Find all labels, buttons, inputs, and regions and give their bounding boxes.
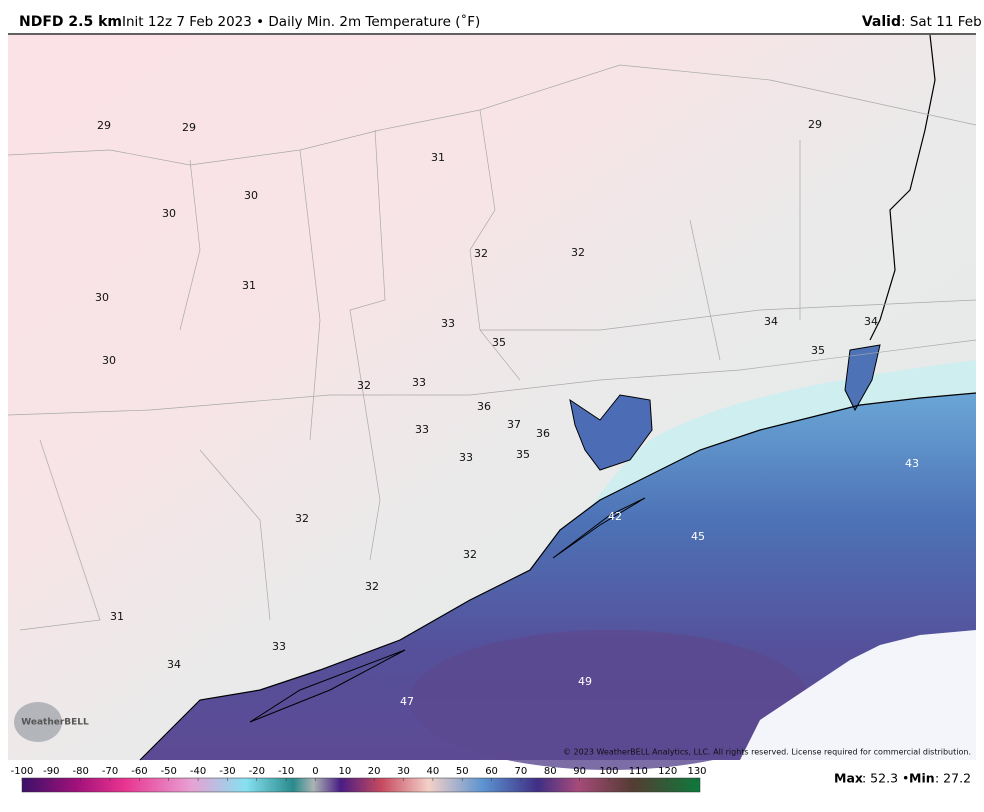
colorbar-tick-label: -90 bbox=[43, 766, 59, 777]
temperature-label: 32 bbox=[365, 580, 379, 593]
temperature-label: 34 bbox=[864, 315, 878, 328]
temperature-label: 37 bbox=[507, 418, 521, 431]
temperature-label: 47 bbox=[400, 695, 414, 708]
colorbar bbox=[21, 777, 701, 793]
temperature-label: 35 bbox=[492, 336, 506, 349]
min-text: : 27.2 bbox=[935, 771, 971, 786]
colorbar-tick-label: 130 bbox=[687, 766, 706, 777]
model: NDFD 2.5 km bbox=[19, 14, 122, 30]
temperature-label: 34 bbox=[764, 315, 778, 328]
temperature-label: 30 bbox=[162, 207, 176, 220]
temperature-label: 36 bbox=[536, 427, 550, 440]
colorbar-tick-label: -10 bbox=[278, 766, 294, 777]
colorbar-tick-label: 100 bbox=[599, 766, 618, 777]
temperature-label: 36 bbox=[477, 400, 491, 413]
temperature-label: 34 bbox=[167, 658, 181, 671]
colorbar-tick-label: -80 bbox=[73, 766, 89, 777]
temperature-label: 29 bbox=[808, 118, 822, 131]
temperature-label: 35 bbox=[516, 448, 530, 461]
temperature-label: 31 bbox=[242, 279, 256, 292]
temperature-label: 32 bbox=[295, 512, 309, 525]
colorbar-tick-label: 80 bbox=[544, 766, 557, 777]
temperature-label: 30 bbox=[95, 291, 109, 304]
description: Init 12z 7 Feb 2023 • Daily Min. 2m Temp… bbox=[122, 13, 480, 30]
temperature-label: 30 bbox=[102, 354, 116, 367]
map-labels: 29 29 31 29 30 30 32 32 31 30 33 35 34 34 35 30 32 33 36 37… bbox=[95, 118, 919, 708]
colorbar-tick-label: -60 bbox=[131, 766, 147, 777]
temperature-label: 33 bbox=[459, 451, 473, 464]
temperature-label: 32 bbox=[571, 246, 585, 259]
colorbar-tick-label: 10 bbox=[338, 766, 351, 777]
copyright: © 2023 WeatherBELL Analytics, LLC. All r… bbox=[563, 748, 971, 757]
logo-text: WeatherBELL bbox=[21, 718, 89, 728]
colorbar-tick-label: 90 bbox=[573, 766, 586, 777]
colorbar-tick-label: -70 bbox=[102, 766, 118, 777]
temperature-label: 30 bbox=[244, 189, 258, 202]
temperature-label: 35 bbox=[811, 344, 825, 357]
colorbar-tick-label: 30 bbox=[397, 766, 410, 777]
temperature-label: 33 bbox=[441, 317, 455, 330]
temperature-label: 29 bbox=[97, 119, 111, 132]
temperature-label: 33 bbox=[272, 640, 286, 653]
temperature-label: 31 bbox=[431, 151, 445, 164]
min-label: Min bbox=[909, 771, 935, 786]
max-label: Max bbox=[834, 771, 863, 786]
temperature-label: 31 bbox=[110, 610, 124, 623]
max-text: : 52.3 • bbox=[862, 771, 909, 786]
colorbar-tick-label: 60 bbox=[485, 766, 498, 777]
temperature-label: 29 bbox=[182, 121, 196, 134]
colorbar-tick-label: 0 bbox=[312, 766, 318, 777]
temperature-label: 33 bbox=[415, 423, 429, 436]
colorbar-tick-label: 110 bbox=[629, 766, 648, 777]
colorbar-tick-label: 50 bbox=[456, 766, 469, 777]
temperature-label: 49 bbox=[578, 675, 592, 688]
temperature-label: 32 bbox=[474, 247, 488, 260]
colorbar-tick-label: -30 bbox=[219, 766, 235, 777]
colorbar-tick-label: -50 bbox=[161, 766, 177, 777]
colorbar-tick-label: -20 bbox=[249, 766, 265, 777]
temperature-label: 45 bbox=[691, 530, 705, 543]
colorbar-tick-label: 40 bbox=[427, 766, 440, 777]
valid-text: : Sat 11 Feb 2023 bbox=[901, 14, 984, 30]
logo: WeatherBELL bbox=[14, 702, 89, 742]
colorbar-ticks: -100 -90 -80 -70 -60 -50 -40 -30 -20 -10 0 10 20 30 40… bbox=[11, 766, 707, 781]
valid-label: Valid bbox=[862, 14, 901, 30]
colorbar-tick-label: 120 bbox=[658, 766, 677, 777]
colorbar-tick-label: 70 bbox=[515, 766, 528, 777]
temperature-label: 32 bbox=[357, 379, 371, 392]
map bbox=[7, 34, 977, 770]
temperature-label: 42 bbox=[608, 510, 622, 523]
colorbar-tick-label: 20 bbox=[368, 766, 381, 777]
colorbar-tick-label: -40 bbox=[190, 766, 206, 777]
temperature-label: 33 bbox=[412, 376, 426, 389]
temperature-label: 32 bbox=[463, 548, 477, 561]
temperature-label: 43 bbox=[905, 457, 919, 470]
colorbar-tick-label: -100 bbox=[11, 766, 34, 777]
